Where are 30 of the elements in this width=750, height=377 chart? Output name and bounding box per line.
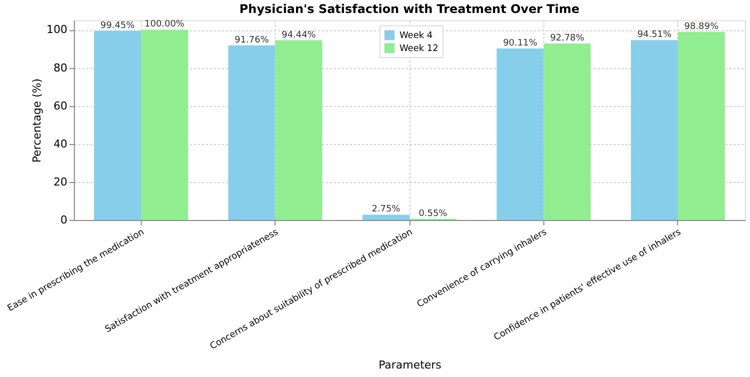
data-label: 2.75% — [372, 204, 401, 215]
y-axis-title: Percentage (%) — [30, 78, 44, 163]
data-label: 90.11% — [503, 38, 538, 49]
y-tick-label: 20 — [53, 175, 68, 188]
y-tick-label: 100 — [46, 23, 68, 36]
data-label: 99.45% — [100, 20, 136, 31]
data-label: 100.00% — [144, 20, 185, 30]
bar — [94, 30, 142, 220]
chart-title: Physician's Satisfaction with Treatment Over Time — [239, 2, 580, 16]
y-tick-label: 0 — [60, 213, 68, 226]
bar — [496, 48, 544, 220]
data-label: 91.76% — [234, 35, 270, 46]
data-label: 92.78% — [550, 33, 585, 44]
data-label: 0.55% — [418, 208, 448, 219]
bar — [228, 45, 276, 220]
bar — [141, 30, 188, 220]
data-label: 94.44% — [282, 30, 316, 40]
bar — [362, 214, 410, 220]
data-label: 98.89% — [684, 22, 719, 32]
y-tick-label: 40 — [53, 137, 68, 150]
bar — [544, 43, 591, 220]
legend-label: Week 4 — [399, 31, 433, 42]
legend-label: Week 12 — [399, 44, 438, 54]
bar — [630, 40, 678, 220]
bar — [678, 32, 725, 220]
data-label: 94.51% — [637, 30, 672, 40]
x-axis-title: Parameters — [378, 358, 442, 372]
bar — [275, 40, 322, 220]
y-tick-label: 60 — [53, 99, 68, 112]
y-tick-label: 80 — [53, 61, 68, 74]
